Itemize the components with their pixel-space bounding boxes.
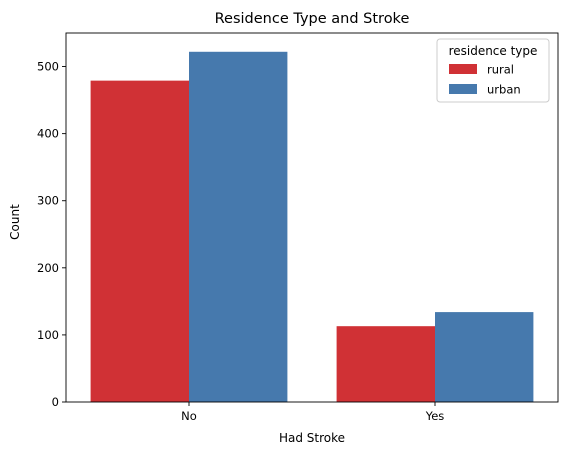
y-tick-label: 500 — [37, 60, 59, 74]
legend-swatch-urban — [449, 84, 477, 94]
legend-label-rural: rural — [487, 63, 514, 77]
x-tick-label: Yes — [425, 409, 445, 423]
legend-label-urban: urban — [487, 83, 521, 97]
legend-swatch-rural — [449, 64, 477, 74]
bar-rural-no — [91, 81, 189, 402]
bar-rural-yes — [337, 326, 435, 402]
y-axis-label: Count — [8, 204, 22, 240]
y-tick-label: 100 — [37, 328, 59, 342]
x-tick-label: No — [181, 409, 197, 423]
bar-urban-no — [189, 52, 287, 402]
bar-urban-yes — [435, 312, 533, 402]
y-tick-label: 0 — [52, 395, 59, 409]
y-tick-label: 400 — [37, 127, 59, 141]
x-axis-label: Had Stroke — [279, 431, 345, 445]
chart-title: Residence Type and Stroke — [215, 11, 410, 27]
y-tick-label: 200 — [37, 261, 59, 275]
legend-title: residence type — [449, 44, 538, 58]
y-tick-label: 300 — [37, 194, 59, 208]
plot-area: 0 100 200 300 400 500 No Yes residence type rural… — [37, 33, 558, 423]
